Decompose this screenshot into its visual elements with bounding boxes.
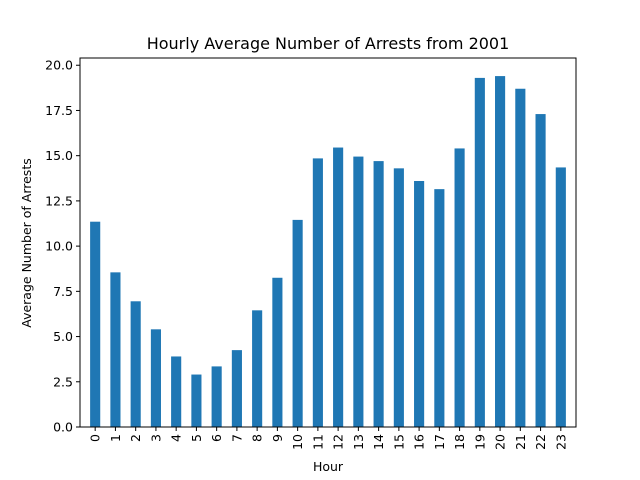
x-tick-label-22: 22 [533, 434, 548, 450]
bar-hour-12 [333, 147, 344, 428]
bar-hour-10 [292, 219, 303, 427]
y-tick-label-6: 15.0 [45, 148, 73, 163]
y-tick-label-1: 2.5 [53, 374, 73, 389]
bar-hour-22 [535, 114, 546, 427]
x-tick-label-17: 17 [432, 434, 447, 450]
x-tick-label-13: 13 [351, 434, 366, 450]
chart-title: Hourly Average Number of Arrests from 20… [147, 34, 510, 53]
x-tick-label-16: 16 [412, 434, 427, 450]
bar-hour-4 [171, 356, 182, 427]
x-axis-label: Hour [313, 459, 344, 474]
x-tick-label-18: 18 [452, 434, 467, 450]
bar-hour-6 [211, 366, 222, 427]
bar-hour-11 [312, 158, 323, 427]
y-tick-label-7: 17.5 [45, 103, 73, 118]
bar-hour-14 [373, 161, 384, 427]
bar-hour-16 [414, 181, 425, 427]
x-tick-label-23: 23 [553, 434, 568, 450]
bar-hour-17 [434, 189, 445, 427]
x-tick-label-11: 11 [310, 434, 325, 450]
bars-group [90, 76, 566, 428]
y-axis: 0.0 2.5 5.0 7.5 10.0 12.5 15.0 17.5 20.0 [45, 58, 80, 435]
x-tick-label-8: 8 [250, 434, 265, 442]
y-tick-label-2: 5.0 [53, 329, 73, 344]
x-tick-label-2: 2 [128, 434, 143, 442]
y-tick-label-5: 12.5 [45, 193, 73, 208]
plot-frame [79, 57, 577, 428]
bar-hour-5 [191, 374, 202, 427]
x-tick-label-3: 3 [148, 434, 163, 442]
x-tick-label-15: 15 [391, 434, 406, 450]
x-tick-label-9: 9 [270, 434, 285, 442]
y-tick-label-0: 0.0 [53, 420, 73, 435]
bar-hour-15 [393, 168, 404, 427]
bar-hour-1 [110, 272, 121, 427]
x-tick-label-0: 0 [88, 434, 103, 442]
x-tick-label-1: 1 [108, 434, 123, 442]
x-tick-label-5: 5 [189, 434, 204, 442]
y-tick-label-3: 7.5 [53, 284, 73, 299]
bar-hour-18 [454, 148, 465, 427]
bar-hour-23 [555, 167, 566, 427]
x-tick-label-6: 6 [209, 434, 224, 442]
y-axis-label: Average Number of Arrests [19, 158, 34, 327]
x-axis: 0 1 2 3 4 5 6 7 8 9 10 11 12 13 14 15 16 17 18 19 20 21 22 23 [88, 427, 568, 450]
bar-hour-21 [515, 88, 526, 427]
bar-hour-2 [130, 301, 141, 427]
bar-hour-0 [90, 221, 101, 427]
bar-hour-20 [495, 76, 506, 427]
x-tick-label-21: 21 [513, 434, 528, 450]
bar-hour-19 [474, 77, 485, 428]
y-tick-label-8: 20.0 [45, 58, 73, 73]
x-tick-label-20: 20 [493, 434, 508, 450]
x-tick-label-12: 12 [331, 434, 346, 450]
bar-hour-3 [150, 329, 161, 427]
bar-hour-8 [252, 310, 263, 427]
bar-hour-7 [231, 350, 242, 428]
x-tick-label-10: 10 [290, 434, 305, 450]
x-tick-label-14: 14 [371, 434, 386, 450]
bar-hour-9 [272, 277, 283, 427]
x-tick-label-7: 7 [229, 434, 244, 442]
x-tick-label-4: 4 [169, 434, 184, 442]
y-tick-label-4: 10.0 [45, 239, 73, 254]
x-tick-label-19: 19 [472, 434, 487, 450]
bar-hour-13 [353, 156, 364, 427]
